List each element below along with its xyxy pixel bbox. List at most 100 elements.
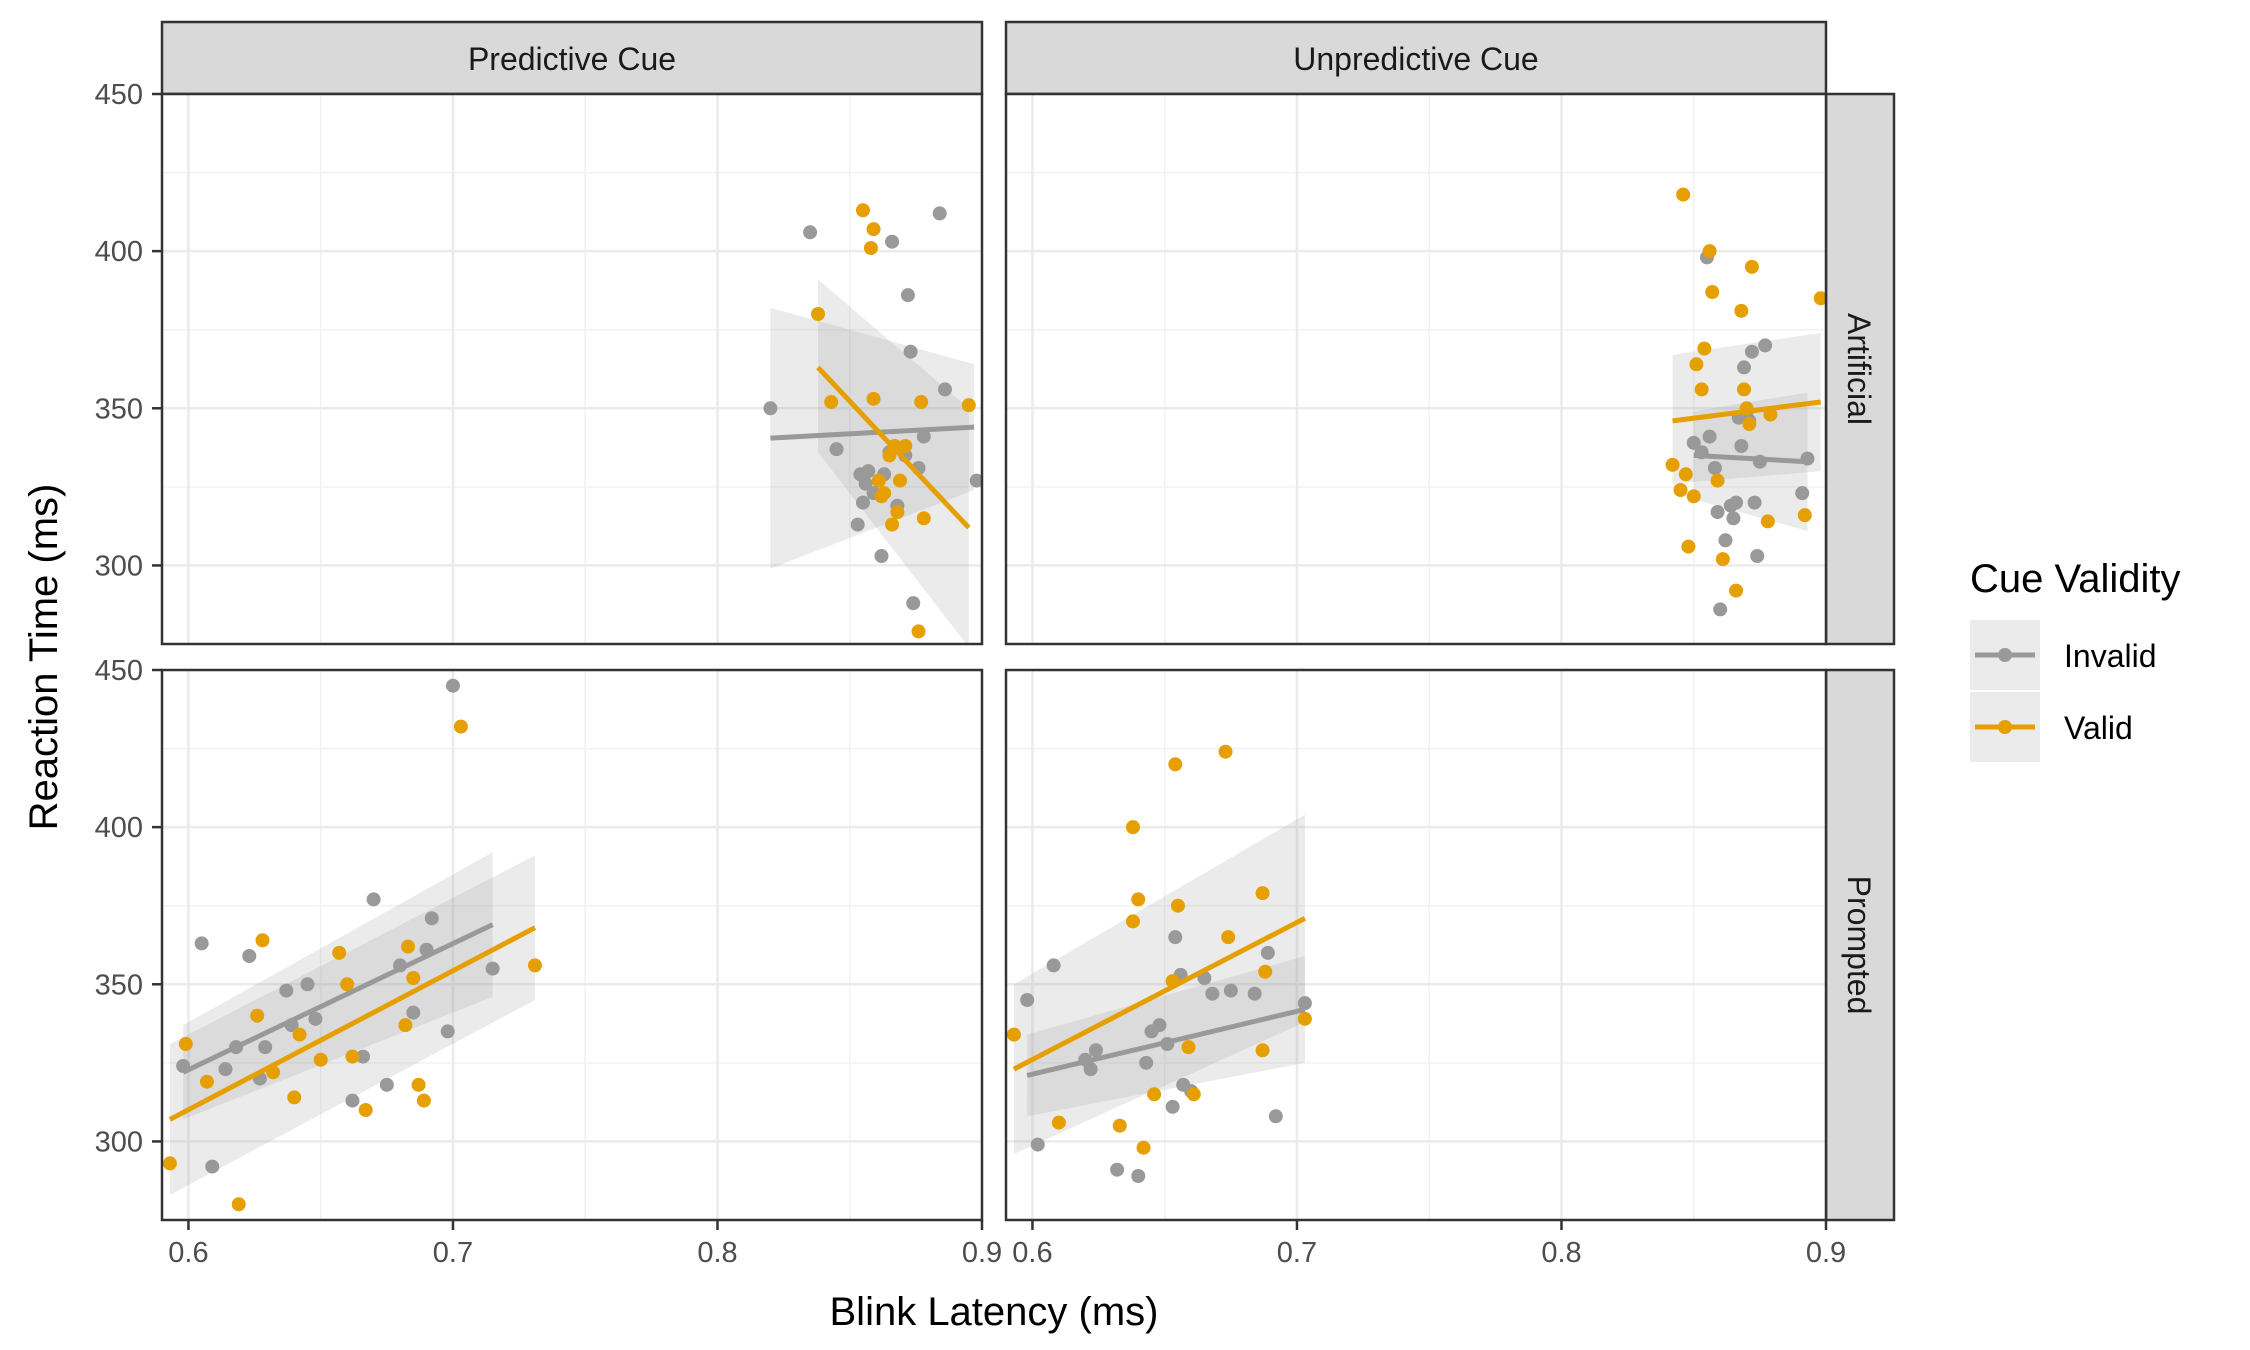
data-point-invalid (1131, 1169, 1146, 1183)
panel-background (162, 94, 982, 644)
data-point-valid (287, 1090, 302, 1105)
data-point-valid (1694, 382, 1709, 397)
fit-line-valid (168, 925, 537, 1122)
data-point-invalid (379, 1077, 394, 1092)
data-point-valid (863, 241, 878, 255)
legend: Cue Validity Invalid Valid (1970, 557, 2180, 762)
data-point-valid (453, 719, 468, 734)
data-point-invalid (969, 473, 982, 488)
panels-layer (160, 92, 1828, 1222)
data-point-invalid (1686, 435, 1701, 450)
data-point-invalid (485, 961, 500, 976)
y-tick-label: 350 (95, 969, 143, 1001)
data-point-invalid (1744, 344, 1759, 359)
data-point-valid (866, 391, 881, 406)
data-point-valid (1006, 1027, 1021, 1042)
data-point-invalid (1713, 602, 1728, 617)
panel-background (1006, 670, 1826, 1220)
data-point-valid (1737, 382, 1751, 397)
fit-line-valid (1012, 916, 1307, 1072)
data-point-invalid (366, 892, 381, 907)
data-point-invalid (855, 495, 870, 510)
data-point-invalid (1030, 1137, 1045, 1152)
data-point-invalid (1710, 505, 1725, 519)
data-point-valid (1813, 291, 1826, 306)
data-point-invalid (1297, 996, 1312, 1011)
data-point-invalid (932, 206, 947, 221)
panel-unpredictive-cue-artificial (1004, 92, 1828, 646)
data-point-invalid (1707, 461, 1722, 475)
data-point-valid (1258, 964, 1273, 979)
x-tick-label: 0.6 (168, 1237, 208, 1269)
column-strip-predictive: Predictive Cue (160, 20, 984, 96)
y-axis-title: Reaction Time (ms) (22, 484, 66, 831)
x-tick-label: 0.8 (1541, 1237, 1581, 1269)
data-point-valid (162, 1156, 177, 1171)
data-point-invalid (1083, 1062, 1098, 1077)
data-point-invalid (803, 225, 818, 240)
panel-predictive-cue-artificial (160, 92, 984, 646)
data-point-valid (406, 971, 421, 985)
data-point-invalid (1718, 533, 1733, 548)
data-point-valid (1170, 898, 1185, 913)
data-point-invalid (1758, 338, 1773, 353)
data-point-valid (1744, 259, 1759, 274)
confidence-band-valid (818, 279, 969, 644)
data-point-valid (1255, 886, 1270, 901)
data-point-valid (874, 489, 889, 504)
data-point-valid (313, 1052, 328, 1067)
legend-label-valid: Valid (2064, 710, 2133, 746)
data-point-valid (1681, 539, 1696, 554)
data-point-invalid (900, 288, 915, 303)
strip-label-predictive-cue: Predictive Cue (468, 41, 676, 77)
data-point-valid (1112, 1118, 1127, 1133)
data-point-valid (885, 517, 900, 532)
data-point-invalid (1702, 429, 1717, 444)
confidence-band-invalid (1693, 392, 1808, 531)
data-point-valid (1186, 1087, 1201, 1102)
row-strip-artificial: Artificial (1824, 92, 1896, 646)
confidence-band-invalid (183, 852, 493, 1120)
confidence-band-invalid (1027, 956, 1305, 1117)
data-point-invalid (242, 949, 257, 963)
data-point-invalid (279, 983, 294, 998)
y-tick-label: 300 (95, 550, 143, 582)
data-point-invalid (906, 596, 921, 611)
data-point-invalid (1110, 1162, 1125, 1177)
data-point-invalid (356, 1049, 371, 1064)
data-point-invalid (1088, 1043, 1103, 1058)
data-point-invalid (1046, 958, 1061, 973)
panel-border (160, 92, 984, 646)
data-point-invalid (194, 936, 209, 951)
data-point-invalid (1165, 1099, 1180, 1114)
data-point-valid (398, 1018, 413, 1033)
panel-plot-area (1006, 94, 1826, 644)
data-point-invalid (205, 1159, 220, 1174)
data-point-invalid (1737, 360, 1751, 375)
panel-plot-area (1006, 670, 1826, 1220)
x-tick-label: 0.7 (1277, 1237, 1317, 1269)
data-point-valid (1676, 187, 1691, 202)
data-point-valid (1051, 1115, 1066, 1130)
data-point-invalid (345, 1093, 360, 1108)
data-point-invalid (916, 429, 931, 444)
y-axis: 300 350 400 450 300 350 400 450 (95, 79, 162, 1158)
data-point-valid (961, 398, 976, 413)
data-point-invalid (937, 382, 952, 397)
data-point-invalid (406, 1005, 421, 1020)
data-point-invalid (861, 464, 876, 479)
data-point-invalid (1168, 930, 1183, 945)
data-point-valid (1697, 341, 1712, 356)
data-point-invalid (1139, 1055, 1154, 1070)
legend-key-valid (1970, 692, 2040, 762)
data-point-valid (1760, 514, 1775, 529)
data-point-valid (1297, 1011, 1312, 1026)
data-point-invalid (1205, 986, 1220, 1001)
data-point-valid (178, 1037, 193, 1051)
fit-line-valid (816, 365, 971, 530)
x-tick-label: 0.6 (1012, 1237, 1052, 1269)
data-point-valid (1689, 357, 1704, 372)
strip-label-artificial: Artificial (1841, 313, 1877, 425)
data-point-invalid (1260, 945, 1275, 960)
